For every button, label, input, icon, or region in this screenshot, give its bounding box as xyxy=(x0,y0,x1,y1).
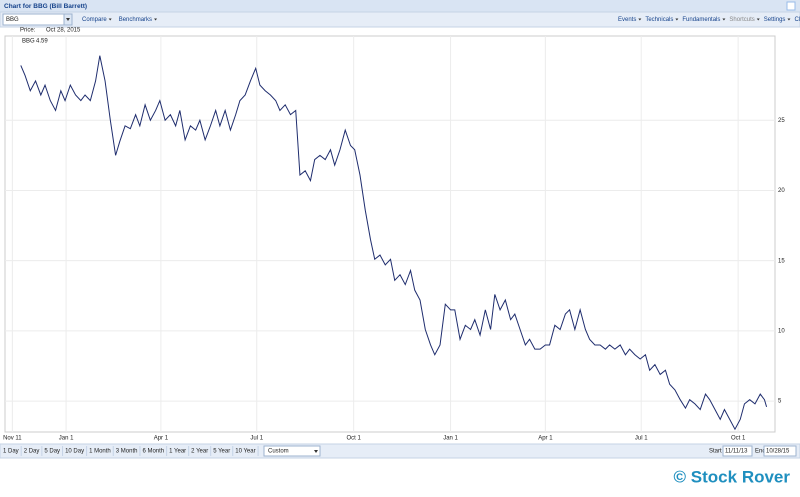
range-button[interactable]: 1 Year xyxy=(169,449,186,455)
watermark: © Stock Rover xyxy=(674,467,791,486)
range-button[interactable]: 1 Day xyxy=(3,449,19,455)
y-tick-label: 20 xyxy=(778,188,785,194)
start-date: 11/11/13 xyxy=(725,449,748,455)
menu-item[interactable]: Compare xyxy=(82,17,107,23)
range-button[interactable]: 1 Month xyxy=(89,449,111,455)
menu-arrow xyxy=(787,18,791,21)
menu-item[interactable]: Benchmarks xyxy=(119,17,152,23)
range-buttons: 1 Day 2 Day 5 Day 10 Day 1 Month 3 Month 6 Mon… xyxy=(3,446,259,456)
range-button[interactable]: 2 Day xyxy=(24,449,40,455)
x-tick-label: Oct 1 xyxy=(731,436,746,442)
price-label: Price: xyxy=(20,28,36,34)
menu-item[interactable]: Settings xyxy=(764,17,786,23)
x-tick-label: Oct 1 xyxy=(346,436,361,442)
title-bar xyxy=(0,0,800,12)
menu-arrow xyxy=(638,18,642,21)
start-input[interactable] xyxy=(722,445,753,457)
menu-arrow xyxy=(154,18,158,21)
x-tick-label: Jan 1 xyxy=(443,436,458,442)
y-tick-label: 5 xyxy=(778,399,782,405)
range-button[interactable]: 10 Year xyxy=(235,449,255,455)
window-title: Chart for BBG (Bill Barrett) xyxy=(4,3,87,10)
x-tick-label: Apr 1 xyxy=(154,436,169,442)
y-tick-label: 15 xyxy=(778,258,785,264)
menu-item[interactable]: Shortcuts xyxy=(729,17,754,23)
menu-item[interactable]: Technicals xyxy=(645,17,673,23)
toolbar xyxy=(0,11,800,28)
menu-item[interactable]: Fundamentals xyxy=(682,17,720,23)
x-tick-label: Jan 1 xyxy=(59,436,74,442)
x-tick-label: Apr 1 xyxy=(538,436,553,442)
menu-arrow xyxy=(108,18,112,21)
range-button[interactable]: 10 Day xyxy=(65,449,84,455)
legend-name: BBG xyxy=(22,39,35,45)
range-button[interactable]: 5 Year xyxy=(213,449,230,455)
menu-item[interactable]: Clear xyxy=(794,17,800,23)
menu-arrow xyxy=(675,18,679,21)
range-button[interactable]: 5 Day xyxy=(44,449,60,455)
x-tick-label: Nov 11 xyxy=(3,436,22,442)
chart: 5 10 15 20 25 Nov 11 Jan 1 Apr 1 Jul 1 Oct 1 Jan 1… xyxy=(3,36,785,442)
period-select[interactable] xyxy=(263,445,321,457)
legend-value: 4.59 xyxy=(36,39,48,45)
menu-arrow xyxy=(722,18,726,21)
dropdown-arrow xyxy=(314,450,318,453)
end-input[interactable] xyxy=(763,445,797,457)
menu-item[interactable]: Events xyxy=(618,17,636,23)
range-button[interactable]: 6 Month xyxy=(142,449,164,455)
range-button[interactable]: 3 Month xyxy=(116,449,138,455)
end-date: 10/28/15 xyxy=(766,449,790,455)
price-line xyxy=(20,55,768,431)
plot-area xyxy=(4,35,776,433)
end-label: End xyxy=(755,449,766,455)
symbol: BBG xyxy=(6,17,19,23)
y-tick-label: 25 xyxy=(778,118,785,124)
window-button[interactable] xyxy=(786,1,796,11)
range-bar xyxy=(0,443,800,459)
x-tick-label: Jul 1 xyxy=(635,436,648,442)
menu-arrow xyxy=(756,18,760,21)
toolbar-menus: Compare Benchmarks Events Technicals Fundame… xyxy=(82,17,800,23)
start-label: Start xyxy=(709,449,722,455)
x-tick-label: Jul 1 xyxy=(250,436,263,442)
price-date: Oct 28, 2015 xyxy=(46,28,81,34)
range-button[interactable]: 2 Year xyxy=(191,449,208,455)
dropdown-arrow xyxy=(66,18,70,21)
y-tick-label: 10 xyxy=(778,328,785,334)
period: Custom xyxy=(268,449,289,455)
